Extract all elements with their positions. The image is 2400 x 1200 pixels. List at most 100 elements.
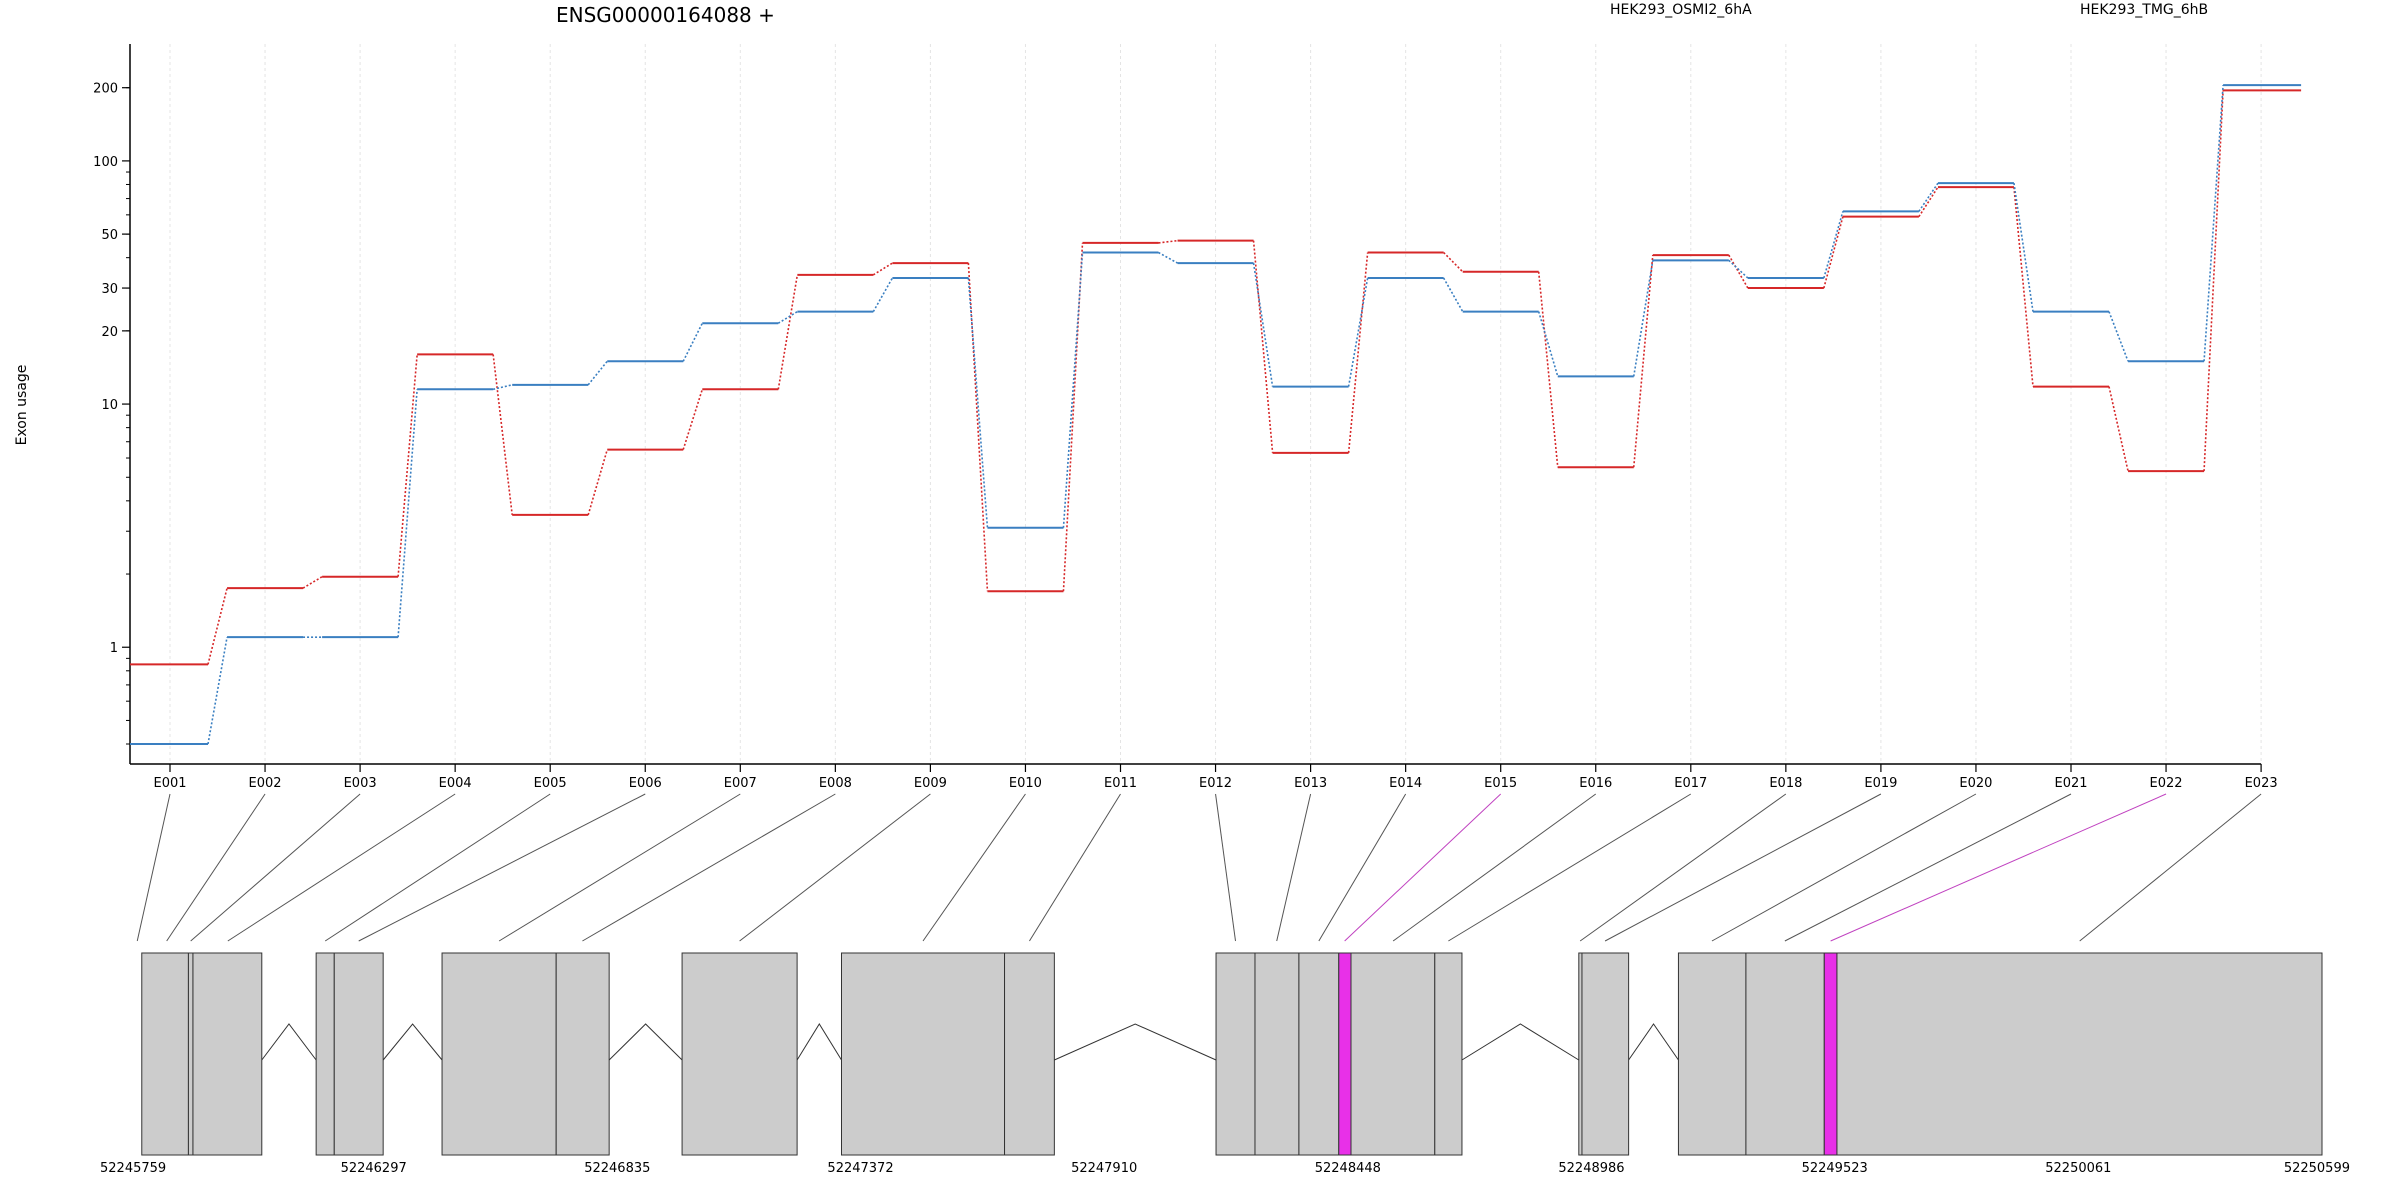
intron-5 (1461, 1023, 1580, 1061)
exon-block-12 (1298, 952, 1340, 1156)
series-0-link (1823, 216, 1844, 289)
gene-model: 52245759 52246297 52246835 52247372 52247910… (100, 952, 2350, 1176)
series-1-link (397, 389, 418, 638)
connector-E013 (1276, 793, 1312, 942)
series-1-link (587, 360, 608, 386)
series-1-link (2108, 311, 2129, 362)
intron-6 (1628, 1023, 1679, 1061)
x-tick-label-E002: E002 (249, 776, 282, 791)
connector-E010 (922, 793, 1026, 942)
series-0-link (1537, 271, 1559, 468)
series-1-link (777, 310, 798, 324)
connector-E022 (1830, 793, 2167, 942)
y-tick-label: 100 (93, 155, 118, 170)
series-1-link (1347, 277, 1369, 387)
series-1-link (1918, 182, 1939, 212)
exon-block-17 (1581, 952, 1630, 1156)
x-tick-label-E012: E012 (1199, 776, 1232, 791)
intron-1 (382, 1023, 443, 1061)
x-tick-label-E004: E004 (439, 776, 472, 791)
x-tick-label-E010: E010 (1009, 776, 1042, 791)
connector-E014 (1318, 793, 1407, 942)
genomic-coordinate-label: 52247372 (827, 1161, 893, 1176)
series-0-link (2013, 187, 2034, 387)
series-0-link (492, 354, 513, 516)
genomic-coordinate-label: 52248448 (1315, 1161, 1381, 1176)
connector-E017 (1448, 793, 1692, 942)
exon-block-15 (1434, 952, 1463, 1156)
intron-2 (608, 1023, 683, 1061)
x-tick-label-E017: E017 (1674, 776, 1707, 791)
series-0-link (2203, 90, 2224, 472)
x-tick-label-E020: E020 (1959, 776, 1992, 791)
connector-E012 (1215, 793, 1237, 942)
connector-E019 (1604, 793, 1882, 942)
series-0-link (682, 389, 704, 450)
connector-E015 (1344, 793, 1502, 942)
series-0-link (872, 262, 893, 276)
connector-E007 (498, 793, 741, 942)
exon-block-20 (1823, 952, 1838, 1156)
intron-0 (261, 1023, 317, 1061)
x-tick-label-E018: E018 (1769, 776, 1802, 791)
x-tick-label-E005: E005 (534, 776, 567, 791)
series-0-link (1632, 254, 1654, 468)
x-tick-label-E015: E015 (1484, 776, 1517, 791)
series-lines (130, 84, 2302, 745)
exon-block-11 (1254, 952, 1300, 1156)
series-1-link (2013, 183, 2034, 312)
connector-E023 (2079, 793, 2262, 942)
intron-4 (1054, 1023, 1217, 1061)
exon-block-21 (1836, 952, 2323, 1156)
connector-E004 (227, 793, 456, 942)
x-tick-label-E011: E011 (1104, 776, 1137, 791)
x-tick-label-E001: E001 (153, 776, 186, 791)
series-0-link (1252, 240, 1274, 453)
x-tick-label-E014: E014 (1389, 776, 1422, 791)
connector-E018 (1579, 793, 1787, 942)
x-tick-label-E003: E003 (344, 776, 377, 791)
exon-block-13 (1338, 952, 1352, 1156)
exon-block-19 (1745, 952, 1825, 1156)
legend-entry-osmi: HEK293_OSMI2_6hA (1610, 2, 1752, 18)
series-1-link (1062, 252, 1084, 528)
exon-block-3 (315, 952, 335, 1156)
connector-E011 (1029, 793, 1121, 942)
series-1-link (207, 637, 228, 745)
y-tick-label: 10 (101, 398, 118, 413)
exon-connector-lines (136, 793, 2262, 942)
series-0-link (777, 274, 799, 390)
genomic-coordinate-label: 52250061 (2045, 1161, 2111, 1176)
connector-E001 (136, 793, 171, 942)
series-1-link (872, 277, 894, 313)
exon-block-5 (441, 952, 557, 1156)
series-1-link (492, 384, 513, 391)
y-tick-label: 20 (101, 325, 118, 340)
series-0-link (967, 263, 989, 592)
series-1-link (1252, 262, 1274, 387)
series-0-link (1443, 251, 1464, 273)
x-tick-label-E022: E022 (2150, 776, 2183, 791)
series-0-link (397, 354, 418, 577)
exon-block-2 (192, 952, 263, 1156)
connector-E006 (358, 793, 646, 942)
genomic-coordinate-label: 52250599 (2284, 1161, 2350, 1176)
series-1 (130, 84, 2302, 745)
x-tick-label-E007: E007 (724, 776, 757, 791)
exon-block-4 (333, 952, 384, 1156)
x-tick-label-E013: E013 (1294, 776, 1327, 791)
series-0-link (1918, 186, 1939, 218)
exon-block-6 (555, 952, 610, 1156)
genomic-coordinate-label: 52247910 (1071, 1161, 1137, 1176)
connector-E003 (190, 793, 361, 942)
genomic-coordinate-label: 52249523 (1802, 1161, 1868, 1176)
y-tick-label: 50 (101, 228, 118, 243)
series-1-link (1158, 251, 1178, 264)
exon-block-7 (681, 952, 798, 1156)
connector-E020 (1711, 793, 1977, 942)
y-tick-label: 200 (93, 82, 118, 97)
legend-entry-tmg: HEK293_TMG_6hB (2080, 2, 2208, 18)
series-1-link (1728, 259, 1749, 279)
exon-block-1 (187, 952, 194, 1156)
